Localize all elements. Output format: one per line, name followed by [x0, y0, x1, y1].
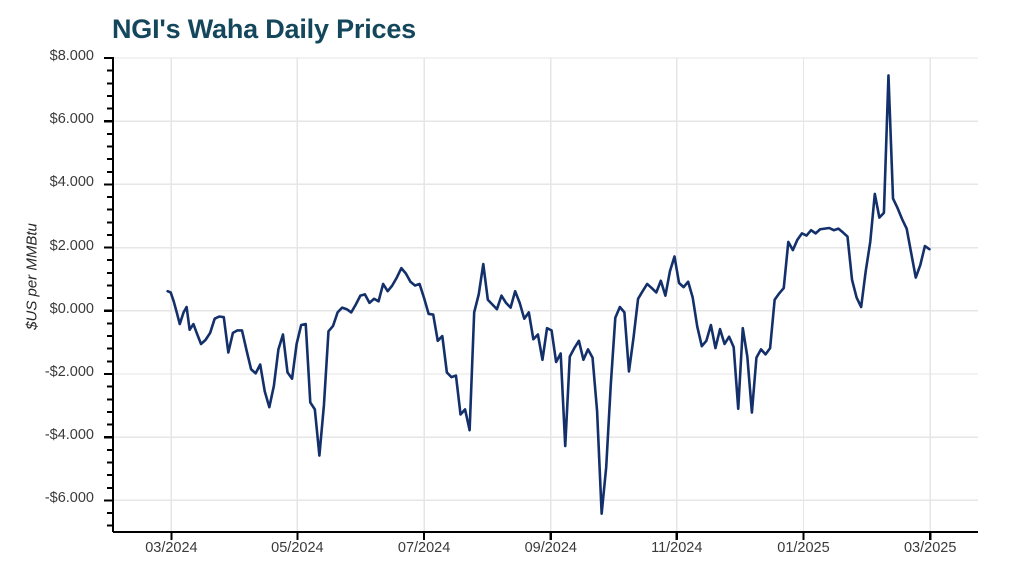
- x-axis-tick-label: 05/2024: [271, 540, 324, 556]
- y-axis-tick-label: -$4.000: [44, 427, 94, 444]
- y-axis-tick-label: -$2.000: [44, 364, 94, 380]
- y-axis-tick-label: $8.000: [49, 48, 94, 64]
- chart-title: NGI's Waha Daily Prices: [112, 14, 416, 44]
- y-axis-tick-label: $2.000: [49, 237, 94, 254]
- y-axis-tick-label: -$6.000: [44, 490, 94, 507]
- axis-lines: [111, 57, 978, 534]
- x-axis-tick-label: 11/2024: [651, 540, 703, 556]
- price-line-series: [166, 74, 931, 515]
- gridlines: [113, 57, 978, 532]
- axis-ticks: [104, 56, 932, 540]
- x-axis-tick-label: 03/2025: [903, 540, 957, 556]
- y-axis-tick-label: $0.000: [49, 300, 94, 317]
- x-axis-tick-label: 09/2024: [524, 540, 577, 556]
- x-axis-tick-label: 01/2025: [777, 540, 830, 556]
- y-axis-tick-label: $4.000: [49, 174, 94, 191]
- x-axis-tick-label: 03/2024: [145, 540, 198, 556]
- x-axis-tick-label: 07/2024: [397, 540, 451, 556]
- y-axis-tick-label: $6.000: [49, 111, 94, 128]
